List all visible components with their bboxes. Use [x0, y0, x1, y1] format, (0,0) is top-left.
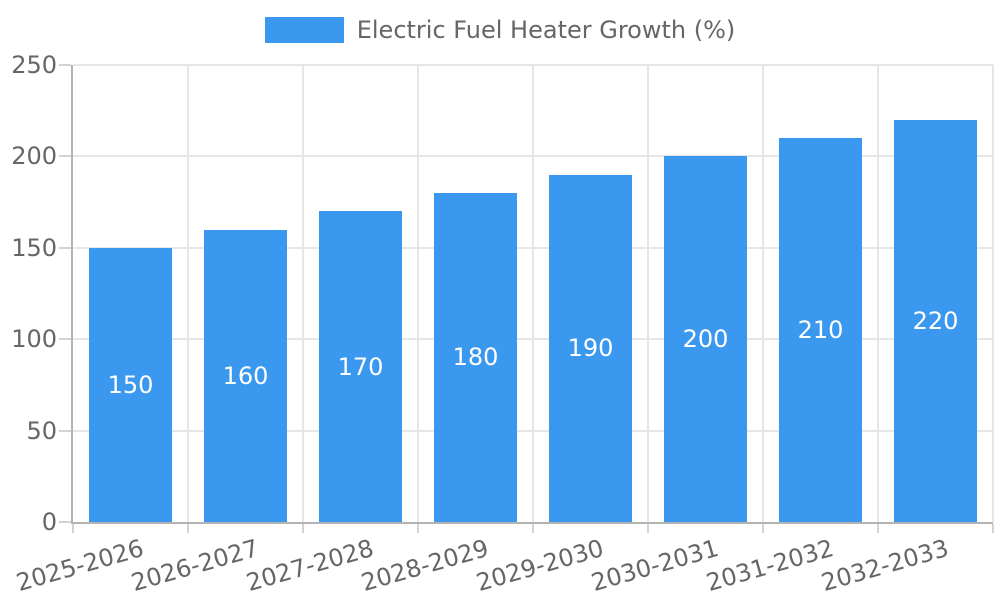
y-axis-tick-label: 200: [11, 142, 57, 171]
x-tick-mark: [417, 524, 419, 533]
bar[interactable]: 180: [434, 192, 517, 522]
legend-item[interactable]: Electric Fuel Heater Growth (%): [264, 16, 736, 44]
y-tick-mark: [59, 338, 71, 341]
x-tick-mark: [647, 524, 649, 533]
bar-value-label: 180: [452, 343, 499, 372]
x-tick-mark: [187, 524, 189, 533]
bar-value-label: 160: [222, 361, 269, 390]
gridline-v: [877, 65, 879, 522]
x-tick-mark: [72, 524, 74, 533]
y-axis-line: [71, 65, 73, 522]
legend-label: Electric Fuel Heater Growth (%): [356, 16, 736, 44]
bar-value-label: 220: [912, 306, 959, 335]
gridline-v: [762, 65, 764, 522]
bar[interactable]: 150: [89, 247, 172, 522]
x-tick-mark: [877, 524, 879, 533]
y-axis-tick-label: 150: [11, 233, 57, 262]
y-tick-mark: [59, 64, 71, 66]
gridline-v: [532, 65, 534, 522]
bar-value-label: 190: [567, 334, 614, 363]
gridline-v: [417, 65, 419, 522]
x-tick-mark: [762, 524, 764, 533]
y-tick-mark: [59, 155, 71, 158]
bar-value-label: 170: [337, 352, 384, 381]
bar[interactable]: 210: [779, 138, 862, 522]
x-tick-mark: [532, 524, 534, 533]
y-axis-tick-label: 0: [41, 508, 57, 536]
x-axis-line: [71, 522, 993, 524]
bar-value-label: 210: [797, 316, 844, 345]
y-tick-mark: [59, 521, 71, 523]
y-tick-mark: [59, 246, 71, 249]
bar[interactable]: 170: [319, 211, 402, 522]
gridline-v: [992, 65, 994, 522]
bar[interactable]: 220: [894, 119, 977, 522]
bar[interactable]: 190: [549, 174, 632, 522]
x-tick-mark: [992, 524, 994, 533]
y-tick-mark: [59, 429, 71, 432]
bar[interactable]: 160: [204, 229, 287, 522]
gridline-v: [302, 65, 304, 522]
bar-value-label: 150: [107, 370, 154, 399]
gridline-v: [647, 65, 649, 522]
x-tick-mark: [302, 524, 304, 533]
gridline-v: [187, 65, 189, 522]
y-axis-tick-label: 100: [11, 325, 57, 354]
y-axis-tick-label: 50: [26, 416, 57, 445]
legend: Electric Fuel Heater Growth (%): [0, 16, 1000, 44]
y-axis-tick-label: 250: [11, 51, 57, 79]
bar-value-label: 200: [682, 325, 729, 354]
legend-swatch: [264, 17, 344, 43]
bar[interactable]: 200: [664, 156, 747, 522]
